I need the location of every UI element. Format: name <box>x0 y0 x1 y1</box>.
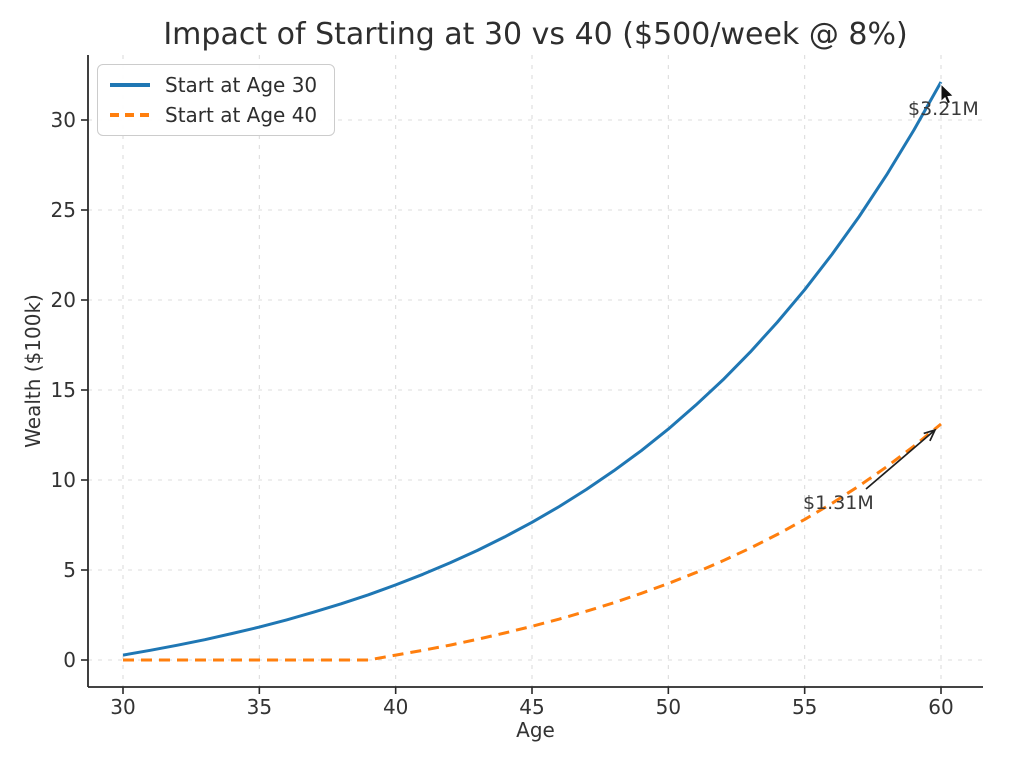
annotation-arrow <box>865 429 936 490</box>
series-line-start-40 <box>123 422 942 662</box>
y-axis-label: Wealth ($100k) <box>21 294 45 448</box>
y-tick-label: 0 <box>63 648 76 672</box>
x-tick-label: 40 <box>383 695 408 719</box>
x-tick-label: 60 <box>928 695 953 719</box>
legend: Start at Age 30 Start at Age 40 <box>97 64 335 136</box>
annotation-1-31m: $1.31M <box>803 492 874 514</box>
x-tick-label: 55 <box>792 695 817 719</box>
series-line-start-30 <box>122 81 943 657</box>
x-tick-label: 35 <box>247 695 272 719</box>
legend-item-start-40: Start at Age 40 <box>110 103 322 127</box>
x-axis-label: Age <box>516 718 555 742</box>
chart-title: Impact of Starting at 30 vs 40 ($500/wee… <box>163 17 908 52</box>
mouse-cursor-icon <box>940 82 955 105</box>
x-tick-label: 50 <box>656 695 681 719</box>
y-tick-label: 30 <box>51 108 76 132</box>
x-tick-label: 45 <box>519 695 544 719</box>
y-tick-label: 15 <box>51 378 76 402</box>
legend-solid-line-icon <box>110 83 150 87</box>
annotation-3-21m: $3.21M <box>908 98 979 120</box>
y-tick-label: 20 <box>51 288 76 312</box>
x-tick-label: 30 <box>110 695 135 719</box>
legend-label: Start at Age 30 <box>165 73 318 97</box>
legend-item-start-30: Start at Age 30 <box>110 73 322 97</box>
legend-dashed-line-icon <box>110 113 150 117</box>
annotation-arrowhead <box>923 428 937 442</box>
y-tick-label: 25 <box>51 198 76 222</box>
y-tick-label: 5 <box>63 558 76 582</box>
legend-label: Start at Age 40 <box>165 103 318 127</box>
y-tick-label: 10 <box>51 468 76 492</box>
